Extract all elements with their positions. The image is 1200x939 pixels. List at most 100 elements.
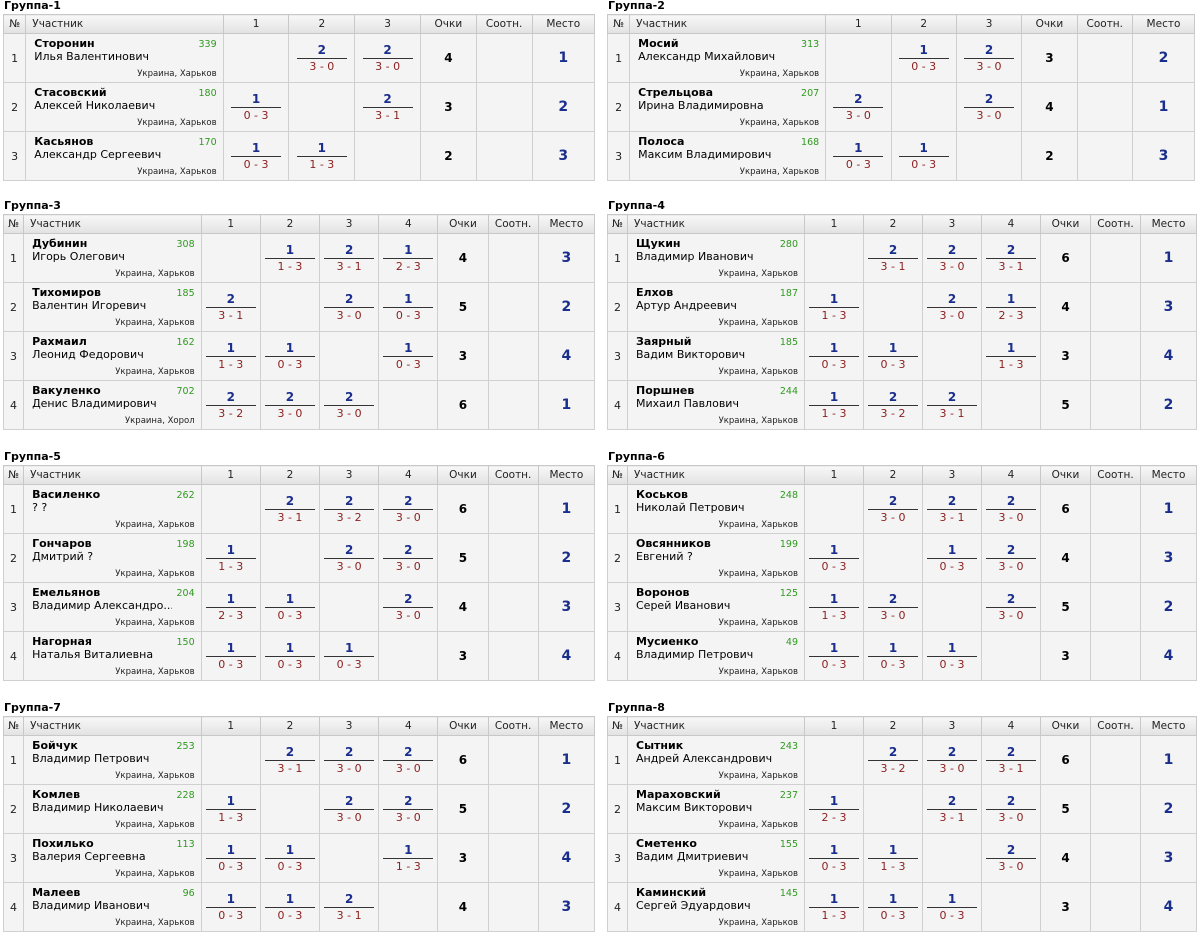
result-cell[interactable]: 2 3 - 0 [378,582,439,632]
result-cell[interactable]: 1 0 - 3 [804,833,864,883]
participant-cell[interactable]: Василенко? ? 262 Украина, Харьков [23,484,202,534]
result-cell[interactable]: 2 3 - 0 [319,784,380,834]
result-cell[interactable]: 1 0 - 3 [222,131,290,181]
player-surname[interactable]: Овсянников [636,537,711,550]
result-cell[interactable]: 1 0 - 3 [804,533,864,583]
result-cell[interactable]: 1 0 - 3 [259,331,321,381]
player-surname[interactable]: Мосий [638,37,679,50]
participant-cell[interactable]: Сметенко Вадим Дмитриевич 155 Украина, Харь… [627,833,805,883]
player-surname[interactable]: Нагорная [32,635,92,648]
result-cell[interactable]: 2 3 - 2 [863,380,923,430]
participant-cell[interactable]: Елхов Артур Андреевич 187 Украина, Харьков [627,282,805,332]
result-cell[interactable]: 1 1 - 3 [200,784,261,834]
result-cell[interactable]: 2 3 - 0 [378,735,439,785]
participant-cell[interactable]: Вакуленко Денис Владимирович 702 Украина, Х… [23,380,202,430]
result-cell[interactable]: 2 3 - 0 [981,784,1041,834]
result-cell[interactable]: 2 3 - 1 [259,484,321,534]
result-cell[interactable]: 1 0 - 3 [922,533,982,583]
result-cell[interactable]: 2 3 - 1 [354,82,421,132]
player-surname[interactable]: Воронов [636,586,690,599]
result-cell[interactable]: 2 3 - 1 [200,282,261,332]
result-cell[interactable]: 1 0 - 3 [259,882,321,932]
result-cell[interactable]: 2 3 - 0 [319,533,380,583]
result-cell[interactable]: 2 3 - 1 [922,380,982,430]
player-surname[interactable]: Рахмаил [32,335,87,348]
result-cell[interactable]: 1 2 - 3 [378,233,439,283]
player-surname[interactable]: Касьянов [34,135,94,148]
result-cell[interactable]: 1 1 - 3 [200,331,261,381]
result-cell[interactable]: 2 3 - 1 [319,882,380,932]
participant-cell[interactable]: Мосий Александр Михайлович 313 Украина, Хар… [629,33,827,83]
participant-cell[interactable]: Нагорная Наталья Виталиевна 150 Украина, Ха… [23,631,202,681]
result-cell[interactable]: 2 3 - 0 [863,484,923,534]
result-cell[interactable]: 2 3 - 0 [825,82,892,132]
result-cell[interactable]: 1 1 - 3 [804,282,864,332]
result-cell[interactable]: 1 0 - 3 [890,131,957,181]
result-cell[interactable]: 2 3 - 0 [922,735,982,785]
result-cell[interactable]: 1 0 - 3 [378,331,439,381]
result-cell[interactable]: 1 0 - 3 [259,631,321,681]
participant-cell[interactable]: Воронов Серей Иванович 125 Украина, Харьков [627,582,805,632]
participant-cell[interactable]: Сторонин Илья Валентинович 339 Украина, Хар… [25,33,224,83]
result-cell[interactable]: 2 3 - 2 [319,484,380,534]
player-surname[interactable]: Василенко [32,488,101,501]
participant-cell[interactable]: Гончаров Дмитрий ? 198 Украина, Харьков [23,533,202,583]
player-surname[interactable]: Похилько [32,837,94,850]
participant-cell[interactable]: Щукин Владимир Иванович 280 Украина, Харько… [627,233,805,283]
result-cell[interactable]: 2 3 - 0 [922,282,982,332]
participant-cell[interactable]: Полоса Максим Владимирович 168 Украина, Хар… [629,131,827,181]
result-cell[interactable]: 1 0 - 3 [863,631,923,681]
player-surname[interactable]: Сторонин [34,37,95,50]
result-cell[interactable]: 1 0 - 3 [200,882,261,932]
result-cell[interactable]: 1 0 - 3 [804,631,864,681]
result-cell[interactable]: 1 1 - 3 [259,233,321,283]
result-cell[interactable]: 2 3 - 0 [981,833,1041,883]
participant-cell[interactable]: Похилько Валерия Сергеевна 113 Украина, Хар… [23,833,202,883]
result-cell[interactable]: 1 1 - 3 [804,882,864,932]
participant-cell[interactable]: Малеев Владимир Иванович 96 Украина, Харько… [23,882,202,932]
participant-cell[interactable]: Мараховский Максим Викторович 237 Украина, … [627,784,805,834]
result-cell[interactable]: 1 2 - 3 [804,784,864,834]
player-surname[interactable]: Каминский [636,886,707,899]
result-cell[interactable]: 2 3 - 2 [200,380,261,430]
result-cell[interactable]: 1 2 - 3 [200,582,261,632]
participant-cell[interactable]: Емельянов Владимир Александро... 204 Украин… [23,582,202,632]
result-cell[interactable]: 2 3 - 0 [378,484,439,534]
participant-cell[interactable]: Стасовский Алексей Николаевич 180 Украина, … [25,82,224,132]
player-surname[interactable]: Комлев [32,788,81,801]
player-surname[interactable]: Тихомиров [32,286,102,299]
player-surname[interactable]: Малеев [32,886,81,899]
result-cell[interactable]: 1 1 - 3 [981,331,1041,381]
result-cell[interactable]: 2 3 - 0 [955,33,1023,83]
result-cell[interactable]: 1 0 - 3 [200,833,261,883]
result-cell[interactable]: 1 0 - 3 [259,582,321,632]
result-cell[interactable]: 1 0 - 3 [863,331,923,381]
result-cell[interactable]: 2 3 - 1 [981,735,1041,785]
result-cell[interactable]: 2 3 - 0 [955,82,1023,132]
result-cell[interactable]: 2 3 - 0 [863,582,923,632]
result-cell[interactable]: 1 0 - 3 [222,82,290,132]
player-surname[interactable]: Мараховский [636,788,721,801]
result-cell[interactable]: 2 3 - 1 [259,735,321,785]
result-cell[interactable]: 2 3 - 0 [981,582,1041,632]
player-surname[interactable]: Емельянов [32,586,101,599]
result-cell[interactable]: 1 0 - 3 [200,631,261,681]
player-surname[interactable]: Сытник [636,739,684,752]
participant-cell[interactable]: Дубинин Игорь Олегович 308 Украина, Харьков [23,233,202,283]
result-cell[interactable]: 2 3 - 0 [354,33,421,83]
result-cell[interactable]: 1 0 - 3 [259,833,321,883]
participant-cell[interactable]: Бойчук Владимир Петрович 253 Украина, Харьк… [23,735,202,785]
player-surname[interactable]: Заярный [636,335,692,348]
player-surname[interactable]: Бойчук [32,739,78,752]
participant-cell[interactable]: Мусиенко Владимир Петрович 49 Украина, Харь… [627,631,805,681]
player-surname[interactable]: Стасовский [34,86,107,99]
result-cell[interactable]: 1 0 - 3 [319,631,380,681]
player-surname[interactable]: Гончаров [32,537,92,550]
result-cell[interactable]: 2 3 - 1 [863,233,923,283]
result-cell[interactable]: 1 1 - 3 [804,582,864,632]
result-cell[interactable]: 2 3 - 0 [378,533,439,583]
result-cell[interactable]: 1 1 - 3 [863,833,923,883]
result-cell[interactable]: 2 3 - 0 [378,784,439,834]
player-surname[interactable]: Щукин [636,237,681,250]
result-cell[interactable]: 1 0 - 3 [890,33,957,83]
